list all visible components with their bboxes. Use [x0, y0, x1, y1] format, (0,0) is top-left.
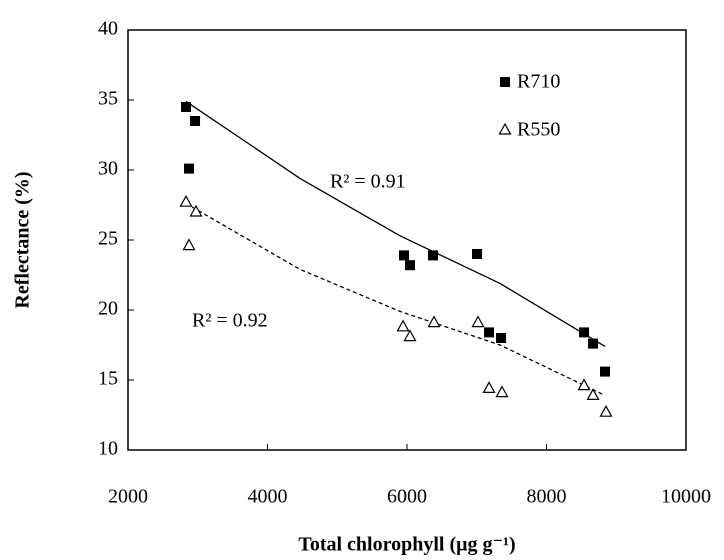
triangle-marker	[427, 315, 441, 328]
triangle-marker	[182, 238, 196, 251]
triangle-marker	[179, 194, 193, 207]
x-tick-label: 8000	[527, 486, 567, 508]
square-marker	[472, 249, 483, 259]
y-tick-label: 25	[98, 228, 118, 250]
y-tick-label: 15	[98, 368, 118, 390]
y-axis-title: Reflectance (%)	[12, 171, 34, 308]
plot-frame	[127, 29, 687, 451]
x-tick-label: 6000	[387, 486, 427, 508]
square-marker	[484, 327, 495, 338]
r2-annotation: R² = 0.92	[192, 310, 268, 332]
trend-line	[185, 100, 606, 347]
y-tick-label: 35	[98, 88, 118, 110]
triangle-marker	[482, 381, 496, 393]
legend-marker	[500, 77, 510, 87]
square-marker	[579, 327, 590, 338]
trend-line	[185, 203, 606, 396]
square-marker	[184, 163, 195, 174]
triangle-marker	[586, 388, 600, 400]
triangle-marker	[495, 385, 509, 398]
triangle-marker	[396, 319, 410, 332]
x-tick-label: 2000	[108, 486, 148, 508]
y-tick-label: 30	[98, 158, 118, 180]
triangle-marker	[189, 204, 203, 217]
square-marker	[428, 250, 439, 261]
x-tick-label: 4000	[248, 486, 288, 508]
legend-label: R710	[517, 71, 560, 93]
x-tick-label: 10000	[661, 486, 711, 508]
square-marker	[190, 116, 201, 126]
y-tick-label: 40	[98, 18, 118, 40]
square-marker	[404, 260, 415, 271]
triangle-marker	[577, 378, 591, 391]
x-axis-title: Total chlorophyll (μg g⁻¹)	[298, 534, 515, 556]
legend-marker	[498, 122, 512, 135]
square-marker	[588, 338, 599, 349]
triangle-marker	[403, 329, 417, 342]
triangle-marker	[599, 404, 613, 417]
square-marker	[399, 250, 410, 261]
legend-label: R550	[517, 119, 560, 141]
r2-annotation: R² = 0.91	[330, 171, 406, 193]
square-marker	[600, 366, 611, 377]
triangle-marker	[471, 315, 485, 328]
square-marker	[496, 333, 507, 343]
square-marker	[181, 102, 192, 112]
y-tick-label: 20	[98, 298, 118, 320]
y-tick-label: 10	[98, 438, 118, 460]
